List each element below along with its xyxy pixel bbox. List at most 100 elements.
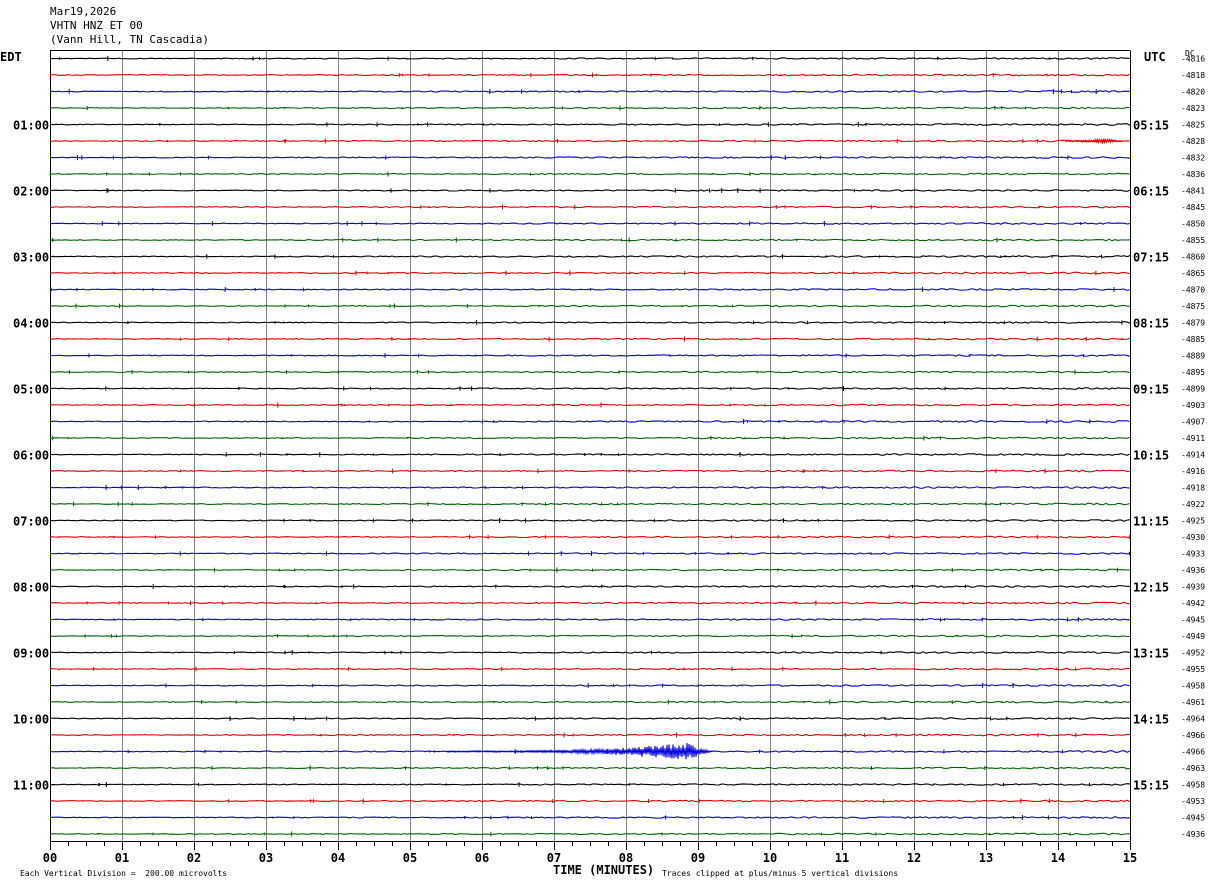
utc-hour-label: 13:15 <box>1133 647 1169 661</box>
utc-hour-label: 11:15 <box>1133 515 1169 529</box>
edt-hour-label: 05:00 <box>13 383 49 397</box>
utc-hour-label: 14:15 <box>1133 713 1169 727</box>
dc-offset-label: -4832 <box>1181 154 1205 163</box>
x-tick-label: 04 <box>331 851 345 865</box>
dc-title: DC <box>1185 49 1195 58</box>
x-tick-label: 12 <box>907 851 921 865</box>
seismic-trace <box>49 486 1131 489</box>
x-tick-label: 14 <box>1051 851 1065 865</box>
seismic-trace <box>49 832 1131 836</box>
seismic-trace <box>49 288 1131 291</box>
dc-offset-label: -4945 <box>1181 814 1205 823</box>
dc-offset-label: -4930 <box>1181 533 1205 542</box>
seismic-trace <box>49 717 1131 720</box>
seismic-trace <box>49 568 1131 572</box>
seismic-trace <box>49 354 1131 357</box>
x-tick-label: 01 <box>115 851 129 865</box>
x-tick-label: 02 <box>187 851 201 865</box>
dc-offset-label: -4879 <box>1181 319 1205 328</box>
dc-offset-label: -4922 <box>1181 500 1205 509</box>
dc-offset-label: -4942 <box>1181 599 1205 608</box>
seismic-trace <box>49 90 1131 93</box>
dc-offset-label: -4836 <box>1181 170 1205 179</box>
right-axis-title: UTC <box>1144 50 1166 64</box>
seismic-trace <box>49 387 1131 390</box>
dc-offset-label: -4820 <box>1181 88 1205 97</box>
seismic-trace <box>49 238 1131 242</box>
dc-offset-label: -4828 <box>1181 137 1205 146</box>
utc-hour-label: 15:15 <box>1133 779 1169 793</box>
seismic-trace <box>49 469 1131 473</box>
dc-offset-label: -4850 <box>1181 220 1205 229</box>
seismic-trace <box>49 816 1131 819</box>
dc-offset-label: -4918 <box>1181 484 1205 493</box>
dc-offset-label: -4845 <box>1181 203 1205 212</box>
seismic-trace <box>49 733 1131 737</box>
seismic-trace <box>49 106 1131 110</box>
scale-note: Each Vertical Division = 200.00 microvol… <box>20 869 227 878</box>
seismic-trace <box>49 436 1131 440</box>
utc-hour-label: 12:15 <box>1133 581 1169 595</box>
utc-hour-label: 05:15 <box>1133 119 1169 133</box>
dc-offset-label: -4933 <box>1181 550 1205 559</box>
dc-offset-label: -4958 <box>1181 682 1205 691</box>
dc-offset-label: -4963 <box>1181 764 1205 773</box>
seismic-trace <box>49 189 1131 192</box>
dc-offset-label: -4907 <box>1181 418 1205 427</box>
seismic-trace <box>49 123 1131 126</box>
seismic-trace <box>49 255 1131 258</box>
seismic-trace <box>49 420 1131 423</box>
dc-offset-label: -4823 <box>1181 104 1205 113</box>
seismic-trace <box>49 453 1131 456</box>
seismic-trace <box>49 667 1131 671</box>
seismic-trace <box>49 799 1131 803</box>
utc-hour-label: 08:15 <box>1133 317 1169 331</box>
seismic-trace <box>49 502 1131 506</box>
dc-offset-label: -4945 <box>1181 616 1205 625</box>
x-tick-label: 00 <box>43 851 57 865</box>
dc-offset-label: -4903 <box>1181 401 1205 410</box>
dc-offset-label: -4958 <box>1181 781 1205 790</box>
dc-offset-label: -4936 <box>1181 830 1205 839</box>
edt-hour-label: 09:00 <box>13 647 49 661</box>
dc-offset-label: -4961 <box>1181 698 1205 707</box>
seismic-trace <box>49 535 1131 539</box>
edt-hour-label: 10:00 <box>13 713 49 727</box>
seismic-trace <box>49 766 1131 770</box>
seismic-trace <box>49 57 1131 60</box>
x-tick-label: 13 <box>979 851 993 865</box>
edt-hour-label: 03:00 <box>13 251 49 265</box>
edt-hour-label: 04:00 <box>13 317 49 331</box>
trace-layer <box>49 55 1131 837</box>
dc-offset-label: -4860 <box>1181 253 1205 262</box>
seismic-event <box>445 742 713 760</box>
edt-hour-label: 11:00 <box>13 779 49 793</box>
dc-offset-label: -4953 <box>1181 797 1205 806</box>
seismic-trace <box>49 304 1131 308</box>
seismic-trace <box>49 585 1131 588</box>
seismic-trace <box>49 618 1131 621</box>
edt-hour-label: 06:00 <box>13 449 49 463</box>
x-tick-label: 07 <box>547 851 561 865</box>
dc-offset-label: -4949 <box>1181 632 1205 641</box>
seismic-trace <box>49 651 1131 654</box>
seismic-trace <box>49 519 1131 522</box>
seismic-trace <box>49 172 1131 176</box>
edt-hour-label: 07:00 <box>13 515 49 529</box>
dc-offset-label: -4925 <box>1181 517 1205 526</box>
dc-offset-label: -4889 <box>1181 352 1205 361</box>
dc-offset-label: -4916 <box>1181 467 1205 476</box>
x-tick-label: 11 <box>835 851 849 865</box>
edt-hour-label: 08:00 <box>13 581 49 595</box>
seismic-trace <box>49 700 1131 704</box>
x-tick-label: 10 <box>763 851 777 865</box>
dc-offset-label: -4966 <box>1181 748 1205 757</box>
dc-offset-label: -4914 <box>1181 451 1205 460</box>
dc-offset-label: -4964 <box>1181 715 1205 724</box>
dc-offset-label: -4875 <box>1181 302 1205 311</box>
utc-hour-label: 06:15 <box>1133 185 1169 199</box>
utc-hour-label: 07:15 <box>1133 251 1169 265</box>
x-tick-label: 03 <box>259 851 273 865</box>
seismic-trace <box>49 271 1131 275</box>
helicorder-location: (Vann Hill, TN Cascadia) <box>50 33 209 46</box>
